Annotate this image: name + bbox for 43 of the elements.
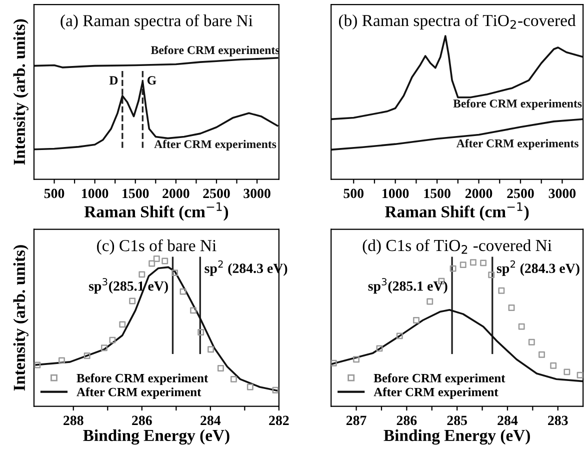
- x-axis-title: Binding Energy (eV): [83, 429, 230, 445]
- chart-title: (d) C1s of TiO$_{2}$ -covered Ni: [362, 239, 552, 255]
- ref-line-label: sp$^{2}$ (284.3 eV): [496, 260, 580, 276]
- legend-label: Before CRM experiment: [76, 373, 208, 385]
- x-tick-label: 282: [269, 416, 289, 426]
- chart-title: (c) C1s of bare Ni: [97, 239, 216, 255]
- x-tick-label: 2500: [203, 188, 230, 198]
- x-tick-label: 1500: [424, 188, 450, 198]
- x-tick-label: 288: [64, 416, 84, 426]
- x-tick-label: 2000: [162, 188, 190, 198]
- x-tick-label: 3000: [244, 188, 270, 198]
- x-tick-label: 284: [200, 416, 221, 426]
- chart-title: (a) Raman spectra of bare Ni: [60, 14, 253, 30]
- legend-label: After CRM experiment: [76, 387, 202, 399]
- ref-line-label: G: [147, 76, 156, 85]
- chart-title: (b) Raman spectra of TiO$_{2}$-covered: [338, 14, 576, 30]
- x-axis-title: Binding Energy (eV): [384, 429, 530, 445]
- x-tick-label: 3000: [548, 188, 576, 198]
- x-tick-label: 500: [44, 188, 64, 198]
- x-tick-label: 2000: [465, 188, 492, 198]
- x-tick-label: 283: [548, 416, 568, 426]
- ref-line-label: D: [109, 76, 118, 84]
- series-label: After CRM experiments: [154, 140, 276, 151]
- y-axis-title: Intensity (arb. units): [13, 19, 28, 165]
- legend-label: After CRM experiment: [374, 387, 498, 399]
- legend-label: Before CRM experiment: [374, 373, 506, 385]
- ref-line-label: sp$^{3}$(285.1 eV): [368, 278, 448, 294]
- x-tick-label: 1000: [382, 188, 409, 198]
- x-tick-label: 500: [344, 188, 364, 198]
- x-tick-label: 2500: [507, 188, 534, 198]
- x-tick-label: 286: [396, 416, 417, 426]
- x-tick-label: 285: [447, 416, 467, 426]
- ref-line-label: sp$^{3}$(285.1 eV): [88, 278, 168, 294]
- x-tick-label: 1500: [122, 188, 149, 198]
- x-tick-label: 287: [346, 416, 366, 426]
- y-axis-title: Intensity (arb. units): [13, 245, 28, 391]
- series-label: Before CRM experiments: [453, 99, 582, 110]
- x-axis-title: Raman Shift (cm$^{−1}$): [385, 202, 529, 221]
- x-tick-label: 286: [132, 416, 152, 426]
- x-tick-label: 1000: [82, 188, 108, 198]
- series-label: After CRM experiments: [456, 138, 578, 150]
- x-axis-title: Raman Shift (cm$^{−1}$): [84, 202, 228, 221]
- x-tick-label: 284: [498, 416, 518, 426]
